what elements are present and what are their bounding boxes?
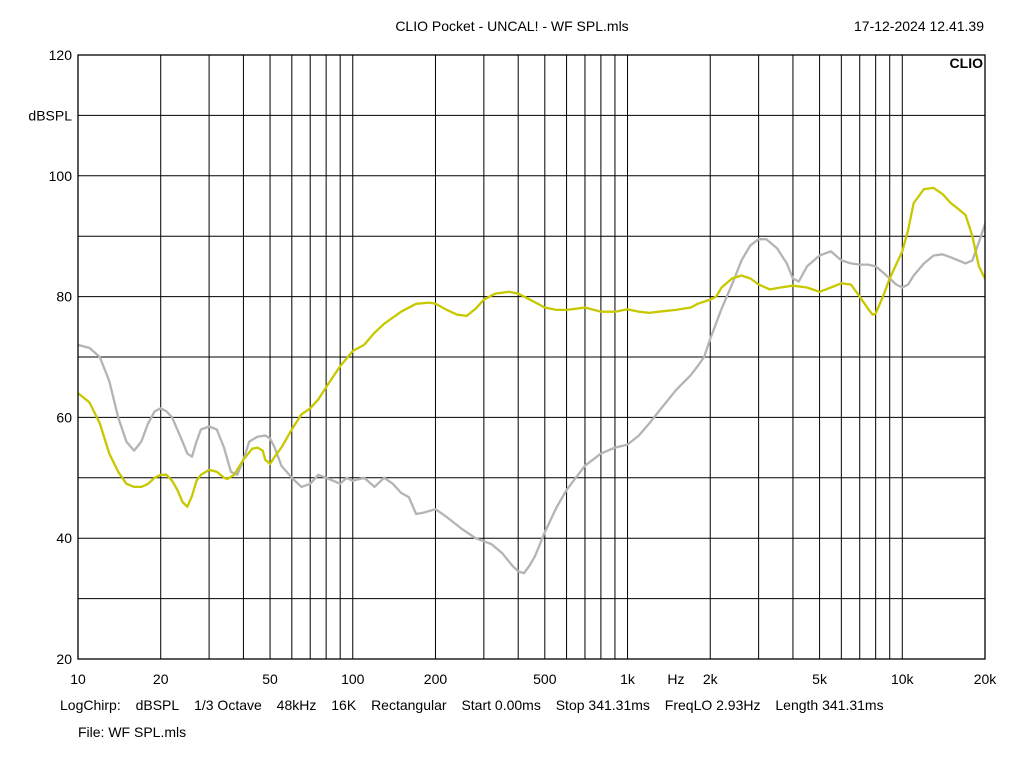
x-tick-label: 200 — [424, 671, 448, 687]
settings-smoothing: 1/3 Octave — [194, 697, 262, 713]
y-tick-label: 80 — [56, 289, 72, 305]
grid — [78, 55, 985, 659]
x-axis-unit: Hz — [667, 671, 684, 687]
series-line-1 — [78, 186, 985, 508]
settings-freqlo: FreqLO 2.93Hz — [664, 697, 761, 713]
x-tick-label: 10k — [891, 671, 915, 687]
y-tick-label: 120 — [49, 47, 73, 63]
file-name: File: WF SPL.mls — [78, 724, 187, 740]
chart-title: CLIO Pocket - UNCAL! - WF SPL.mls — [395, 18, 629, 34]
x-tick-label: 1k — [620, 671, 636, 687]
measurement-settings: LogChirp: dBSPL 1/3 Octave 48kHz 16K Rec… — [60, 697, 895, 713]
x-tick-label: 5k — [812, 671, 828, 687]
settings-stop: Stop 341.31ms — [555, 697, 650, 713]
x-tick-label: 500 — [533, 671, 557, 687]
y-tick-label: 20 — [56, 651, 72, 667]
series-layer — [78, 186, 985, 575]
y-tick-label: 40 — [56, 530, 72, 546]
frequency-response-chart: 120 100 80 60 40 20 dBSPL 10 20 50 100 200 500 1k 2k 5k… — [28, 47, 997, 687]
settings-mode: LogChirp: — [60, 697, 121, 713]
x-tick-label: 20 — [153, 671, 169, 687]
plot-frame — [77, 54, 986, 660]
settings-window: Rectangular — [371, 697, 447, 713]
axis-labels: 120 100 80 60 40 20 dBSPL 10 20 50 100 200 500 1k 2k 5k… — [28, 47, 997, 687]
x-tick-label: 20k — [974, 671, 998, 687]
series-line-2 — [78, 221, 985, 575]
settings-length: Length 341.31ms — [775, 697, 884, 713]
settings-size: 16K — [331, 697, 357, 713]
y-axis-label: dBSPL — [28, 107, 72, 123]
x-tick-label: 2k — [703, 671, 719, 687]
settings-unit: dBSPL — [135, 697, 180, 713]
y-tick-label: 100 — [49, 168, 73, 184]
timestamp: 17-12-2024 12.41.39 — [854, 18, 984, 34]
x-tick-label: 50 — [262, 671, 278, 687]
clio-logo: CLIO — [950, 55, 984, 71]
settings-samplerate: 48kHz — [276, 697, 317, 713]
x-tick-label: 10 — [70, 671, 86, 687]
y-tick-label: 60 — [56, 409, 72, 425]
x-tick-label: 100 — [341, 671, 365, 687]
settings-start: Start 0.00ms — [461, 697, 541, 713]
